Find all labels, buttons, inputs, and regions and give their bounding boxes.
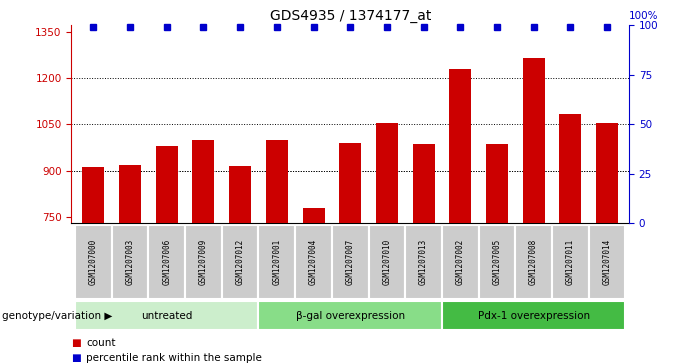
Text: genotype/variation ▶: genotype/variation ▶ <box>2 311 112 321</box>
Bar <box>486 144 508 223</box>
Bar <box>112 225 148 299</box>
Text: ■: ■ <box>71 352 81 363</box>
Text: ■: ■ <box>71 338 81 348</box>
Bar <box>192 140 214 223</box>
Text: GSM1207002: GSM1207002 <box>456 239 464 285</box>
Bar <box>442 301 626 330</box>
Bar <box>75 225 112 299</box>
Text: percentile rank within the sample: percentile rank within the sample <box>86 352 262 363</box>
Bar <box>449 69 471 223</box>
Bar <box>369 225 405 299</box>
Bar <box>332 225 369 299</box>
Title: GDS4935 / 1374177_at: GDS4935 / 1374177_at <box>269 9 431 23</box>
Text: GSM1207014: GSM1207014 <box>602 239 611 285</box>
Bar <box>552 225 589 299</box>
Text: GSM1207008: GSM1207008 <box>529 239 538 285</box>
Bar <box>442 225 479 299</box>
Text: GSM1207011: GSM1207011 <box>566 239 575 285</box>
Bar <box>559 114 581 223</box>
Text: GSM1207009: GSM1207009 <box>199 239 208 285</box>
Bar <box>523 58 545 223</box>
Text: GSM1207003: GSM1207003 <box>126 239 135 285</box>
Bar <box>376 123 398 223</box>
Bar <box>75 301 258 330</box>
Text: GSM1207010: GSM1207010 <box>382 239 392 285</box>
Text: GSM1207005: GSM1207005 <box>492 239 501 285</box>
Bar <box>266 140 288 223</box>
Bar <box>119 164 141 223</box>
Bar <box>185 225 222 299</box>
Bar <box>258 225 295 299</box>
Text: GSM1207000: GSM1207000 <box>89 239 98 285</box>
Text: Pdx-1 overexpression: Pdx-1 overexpression <box>477 311 590 321</box>
Text: count: count <box>86 338 116 348</box>
Text: GSM1207006: GSM1207006 <box>163 239 171 285</box>
Bar <box>479 225 515 299</box>
Bar <box>303 208 324 223</box>
Bar <box>515 225 552 299</box>
Text: untreated: untreated <box>141 311 192 321</box>
Bar <box>596 123 618 223</box>
Text: 100%: 100% <box>629 12 658 21</box>
Bar <box>589 225 626 299</box>
Bar <box>339 143 361 223</box>
Bar <box>405 225 442 299</box>
Text: β-gal overexpression: β-gal overexpression <box>296 311 405 321</box>
Text: GSM1207004: GSM1207004 <box>309 239 318 285</box>
Text: GSM1207013: GSM1207013 <box>419 239 428 285</box>
Text: GSM1207007: GSM1207007 <box>345 239 355 285</box>
Bar <box>82 167 105 223</box>
Bar <box>295 225 332 299</box>
Text: GSM1207012: GSM1207012 <box>236 239 245 285</box>
Bar <box>156 146 177 223</box>
Bar <box>229 166 251 223</box>
Bar <box>148 225 185 299</box>
Bar <box>413 144 435 223</box>
Bar <box>222 225 258 299</box>
Text: GSM1207001: GSM1207001 <box>272 239 282 285</box>
Bar <box>258 301 442 330</box>
